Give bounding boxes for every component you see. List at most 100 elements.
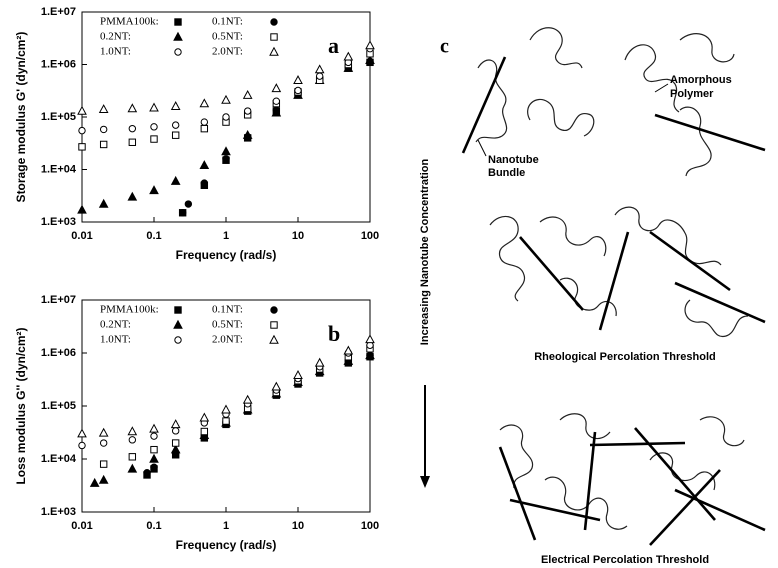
legend-label: 2.0NT: (212, 334, 243, 346)
marker (199, 98, 210, 108)
legend-label: 0.1NT: (212, 304, 243, 316)
marker (170, 419, 181, 429)
marker (294, 86, 302, 95)
y-tick-label: 1.E+05 (41, 111, 76, 123)
panel-label: c (440, 36, 449, 58)
polymer-chain (684, 299, 749, 338)
nanotube (649, 469, 721, 546)
x-tick-label: 0.1 (146, 230, 161, 242)
marker (99, 439, 108, 447)
x-axis-label: Frequency (rad/s) (176, 538, 277, 552)
marker (143, 469, 151, 477)
marker (99, 140, 108, 149)
nanotube (498, 446, 537, 541)
marker (314, 357, 325, 367)
nanotube (583, 431, 597, 531)
marker (149, 453, 159, 463)
marker (222, 417, 230, 425)
polymer-chain (614, 206, 722, 266)
marker (293, 75, 303, 85)
marker (127, 191, 138, 201)
pointer (477, 139, 487, 157)
marker (199, 412, 210, 422)
marker (149, 102, 159, 112)
marker (293, 370, 303, 379)
nanotube (634, 427, 716, 521)
marker (242, 394, 253, 404)
nanotube (674, 281, 766, 324)
polymer-chain (527, 98, 595, 137)
polymer-chain (544, 476, 628, 530)
y-tick-label: 1.E+06 (41, 58, 76, 70)
legend-label: PMMA100k: (100, 16, 159, 28)
y-axis-label: Loss modulus G'' (dyn/cm²) (14, 327, 28, 484)
marker (127, 426, 138, 436)
legend-label: 1.0NT: (100, 46, 131, 58)
marker (150, 135, 158, 143)
marker (77, 105, 87, 115)
legend-label: 0.2NT: (100, 319, 131, 331)
y-tick-label: 1.E+04 (41, 163, 77, 175)
marker (98, 427, 109, 437)
nanotube (461, 56, 507, 154)
marker (128, 138, 137, 146)
marker (78, 143, 86, 151)
legend-marker (174, 336, 182, 344)
marker (242, 129, 253, 139)
marker (77, 428, 87, 438)
x-tick-label: 10 (292, 230, 304, 242)
marker (343, 345, 354, 355)
x-tick-label: 0.01 (71, 520, 92, 532)
legend-marker (270, 306, 278, 314)
marker (199, 160, 210, 170)
marker (78, 126, 86, 135)
polymer-chain (499, 424, 534, 489)
marker (221, 404, 231, 414)
polymer-chain (679, 106, 712, 177)
y-tick-label: 1.E+03 (41, 506, 76, 518)
legend-marker (270, 18, 278, 26)
nanotube (649, 230, 731, 292)
polymer-chain (539, 216, 607, 257)
y-axis-label: Storage modulus G' (dyn/cm²) (14, 32, 28, 203)
arrow-head (420, 476, 430, 488)
marker (99, 460, 108, 468)
x-tick-label: 0.1 (146, 520, 161, 532)
marker (200, 118, 209, 126)
pointer (654, 83, 669, 93)
nanotube (509, 498, 601, 522)
y-tick-label: 1.E+07 (41, 294, 76, 306)
nanotube (674, 488, 766, 532)
legend-marker (270, 321, 278, 329)
marker (315, 72, 324, 80)
legend-marker (269, 46, 279, 56)
marker (365, 40, 375, 50)
marker (170, 175, 181, 185)
marker (128, 124, 137, 133)
marker (178, 209, 187, 217)
marker (222, 113, 230, 121)
marker (98, 198, 109, 208)
marker (365, 334, 375, 344)
marker (128, 436, 137, 444)
y-tick-label: 1.E+07 (41, 6, 76, 18)
marker (200, 427, 209, 436)
marker (77, 204, 87, 214)
marker (171, 439, 180, 447)
diagram: c Increasing Nanotube Concentration Amor… (419, 27, 766, 566)
y-tick-label: 1.E+06 (41, 347, 76, 359)
polymer-chain (529, 27, 583, 69)
marker (170, 444, 181, 454)
arrow-label: Increasing Nanotube Concentration (419, 159, 431, 346)
marker (242, 89, 253, 99)
marker (200, 124, 209, 133)
marker (99, 125, 108, 134)
annotation: Nanotube (488, 154, 539, 166)
marker (365, 350, 375, 360)
legend-marker (173, 31, 183, 41)
marker (149, 185, 159, 195)
legend-label: 1.0NT: (100, 334, 131, 346)
legend-label: 0.5NT: (212, 319, 243, 331)
marker (221, 94, 231, 104)
